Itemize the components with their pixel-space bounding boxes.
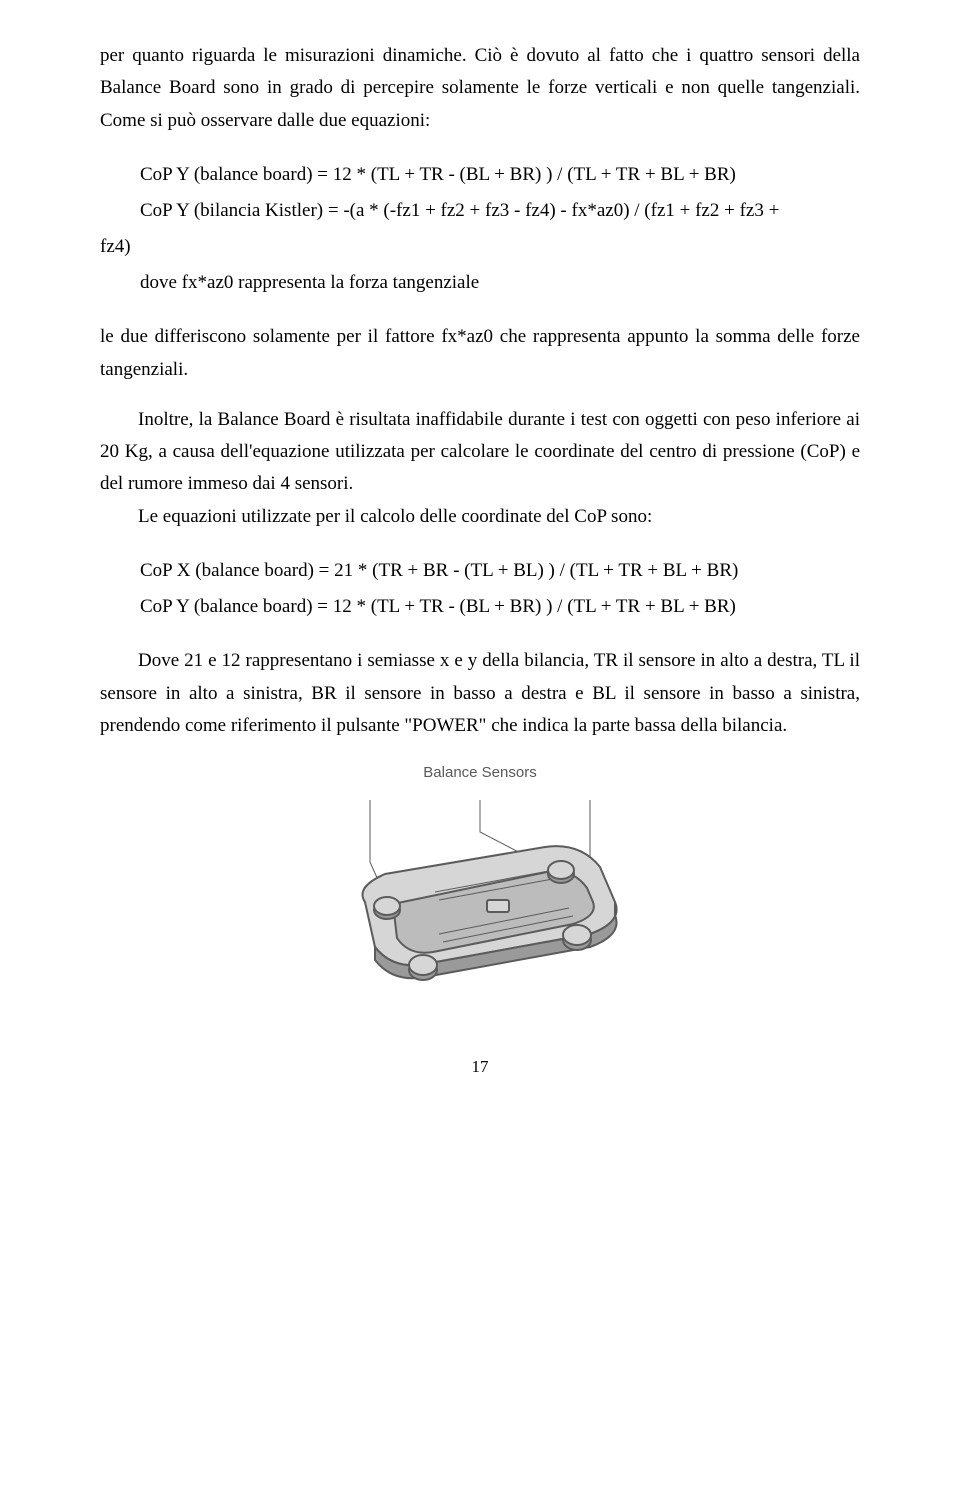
figure-balance-sensors: Balance Sensors	[100, 760, 860, 1023]
paragraph-3b: Le equazioni utilizzate per il calcolo d…	[100, 501, 860, 533]
equation-2-line-1: CoP X (balance board) = 21 * (TR + BR - …	[100, 553, 860, 589]
equation-1-line-2: CoP Y (bilancia Kistler) = -(a * (-fz1 +…	[100, 193, 860, 229]
paragraph-3a: Inoltre, la Balance Board è risultata in…	[100, 404, 860, 501]
equation-block-2: CoP X (balance board) = 21 * (TR + BR - …	[100, 553, 860, 625]
paragraph-1: per quanto riguarda le misurazioni dinam…	[100, 40, 860, 137]
equation-1-line-1: CoP Y (balance board) = 12 * (TL + TR - …	[100, 157, 860, 193]
page: per quanto riguarda le misurazioni dinam…	[0, 0, 960, 1498]
balance-board-icon	[315, 792, 645, 1012]
equation-1-line-3: fz4)	[100, 229, 860, 265]
equation-2-line-2: CoP Y (balance board) = 12 * (TL + TR - …	[100, 589, 860, 625]
equation-block-1: CoP Y (balance board) = 12 * (TL + TR - …	[100, 157, 860, 301]
page-number: 17	[100, 1053, 860, 1082]
paragraph-4: Dove 21 e 12 rappresentano i semiasse x …	[100, 645, 860, 742]
paragraph-2: le due differiscono solamente per il fat…	[100, 321, 860, 386]
figure-label: Balance Sensors	[100, 760, 860, 786]
spacer-1	[100, 386, 860, 404]
equation-1-line-4: dove fx*az0 rappresenta la forza tangenz…	[100, 265, 860, 301]
